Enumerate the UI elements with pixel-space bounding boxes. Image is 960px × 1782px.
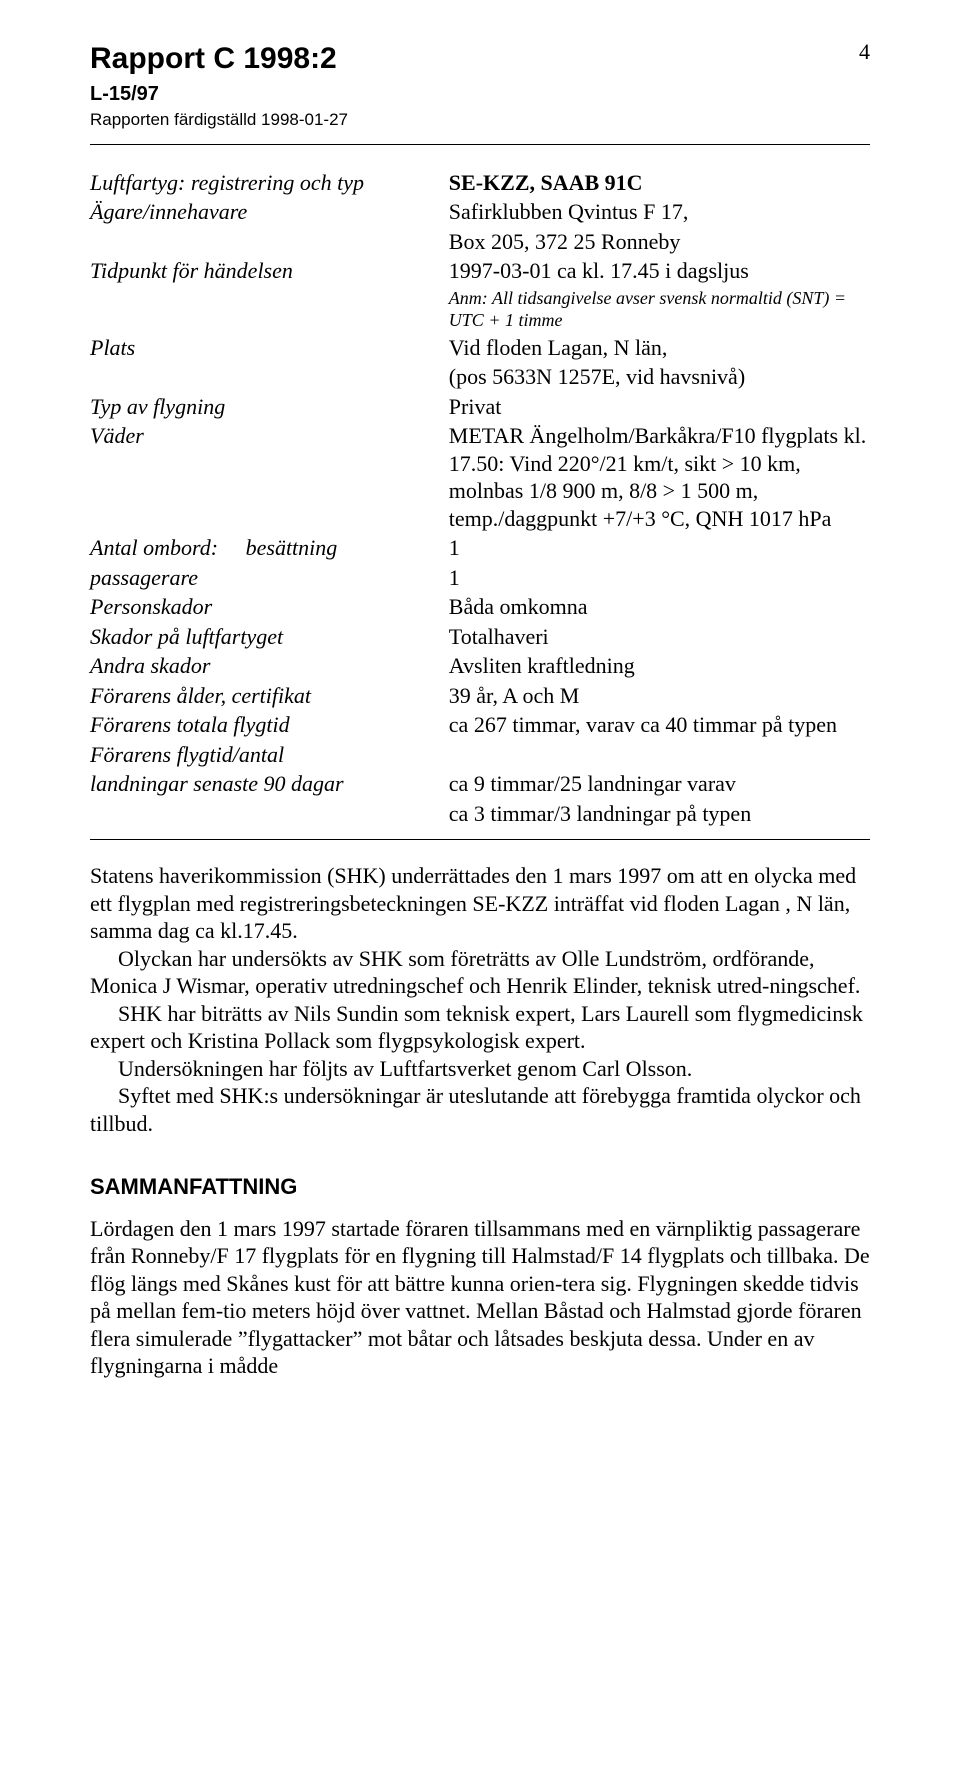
fact-label: Ägare/innehavare: [90, 198, 449, 228]
table-row: Tidpunkt för händelsen1997-03-01 ca kl. …: [90, 257, 870, 287]
document-page: 4 Rapport C 1998:2 L-15/97 Rapporten fär…: [0, 0, 960, 1782]
fact-label: Typ av flygning: [90, 393, 449, 423]
fact-value: 1997-03-01 ca kl. 17.45 i dagsljus: [449, 257, 870, 287]
narrative-block: Statens haverikommission (SHK) underrätt…: [90, 862, 870, 1137]
fact-sublabel: passagerare: [90, 564, 449, 594]
narrative-paragraph: Olyckan har undersökts av SHK som företr…: [90, 945, 870, 1000]
table-row: Antal ombord: besättning1: [90, 534, 870, 564]
divider: [90, 839, 870, 840]
table-row: Anm: All tidsangivelse avser svensk norm…: [90, 287, 870, 334]
fact-value: ca 9 timmar/25 landningar varav: [449, 770, 870, 800]
report-title: Rapport C 1998:2: [90, 40, 870, 78]
report-subcode: L-15/97: [90, 82, 870, 107]
fact-value: 39 år, A och M: [449, 682, 870, 712]
page-number: 4: [859, 38, 870, 66]
fact-label: Personskador: [90, 593, 449, 623]
table-row: Box 205, 372 25 Ronneby: [90, 228, 870, 258]
table-row: VäderMETAR Ängelholm/Barkåkra/F10 flygpl…: [90, 422, 870, 534]
table-row: landningar senaste 90 dagarca 9 timmar/2…: [90, 770, 870, 800]
fact-value: ca 267 timmar, varav ca 40 timmar på typ…: [449, 711, 870, 741]
fact-value: Totalhaveri: [449, 623, 870, 653]
summary-paragraph: Lördagen den 1 mars 1997 startade förare…: [90, 1215, 870, 1380]
fact-label: [90, 228, 449, 258]
table-row: PlatsVid floden Lagan, N län,: [90, 334, 870, 364]
fact-label: Väder: [90, 422, 449, 534]
table-row: passagerare1: [90, 564, 870, 594]
table-row: Förarens ålder, certifikat39 år, A och M: [90, 682, 870, 712]
fact-label: Förarens ålder, certifikat: [90, 682, 449, 712]
fact-label: [90, 800, 449, 830]
fact-label: Förarens totala flygtid: [90, 711, 449, 741]
facts-table: Luftfartyg: registrering och typSE-KZZ, …: [90, 169, 870, 830]
fact-value: METAR Ängelholm/Barkåkra/F10 flygplats k…: [449, 422, 870, 534]
fact-value: Avsliten kraftledning: [449, 652, 870, 682]
table-row: (pos 5633N 1257E, vid havsnivå): [90, 363, 870, 393]
fact-value: (pos 5633N 1257E, vid havsnivå): [449, 363, 870, 393]
fact-label: landningar senaste 90 dagar: [90, 770, 449, 800]
section-heading: SAMMANFATTNING: [90, 1173, 870, 1201]
fact-label: Andra skador: [90, 652, 449, 682]
fact-label: Tidpunkt för händelsen: [90, 257, 449, 287]
report-completed-date: Rapporten färdigställd 1998-01-27: [90, 109, 870, 130]
fact-value: 1: [449, 564, 870, 594]
fact-value: Vid floden Lagan, N län,: [449, 334, 870, 364]
table-row: Ägare/innehavareSafirklubben Qvintus F 1…: [90, 198, 870, 228]
narrative-paragraph: Statens haverikommission (SHK) underrätt…: [90, 862, 870, 945]
fact-value: Båda omkomna: [449, 593, 870, 623]
narrative-paragraph: Undersökningen har följts av Luftfartsve…: [90, 1055, 870, 1083]
fact-value: 1: [449, 534, 870, 564]
table-row: Skador på luftfartygetTotalhaveri: [90, 623, 870, 653]
table-row: ca 3 timmar/3 landningar på typen: [90, 800, 870, 830]
fact-label: Skador på luftfartyget: [90, 623, 449, 653]
table-row: Andra skadorAvsliten kraftledning: [90, 652, 870, 682]
divider: [90, 144, 870, 145]
fact-label: Förarens flygtid/antal: [90, 741, 449, 771]
table-row: Förarens flygtid/antal: [90, 741, 870, 771]
fact-label: [90, 363, 449, 393]
table-row: Luftfartyg: registrering och typSE-KZZ, …: [90, 169, 870, 199]
table-row: PersonskadorBåda omkomna: [90, 593, 870, 623]
narrative-paragraph: Syftet med SHK:s undersökningar är utesl…: [90, 1082, 870, 1137]
fact-label: [90, 287, 449, 334]
summary-block: Lördagen den 1 mars 1997 startade förare…: [90, 1215, 870, 1380]
fact-label: Luftfartyg: registrering och typ: [90, 169, 449, 199]
fact-value: [449, 741, 870, 771]
table-row: Typ av flygningPrivat: [90, 393, 870, 423]
fact-value: ca 3 timmar/3 landningar på typen: [449, 800, 870, 830]
fact-value: Box 205, 372 25 Ronneby: [449, 228, 870, 258]
table-row: Förarens totala flygtidca 267 timmar, va…: [90, 711, 870, 741]
fact-value: SE-KZZ, SAAB 91C: [449, 169, 870, 199]
fact-value: Safirklubben Qvintus F 17,: [449, 198, 870, 228]
fact-label: Antal ombord: besättning: [90, 534, 449, 564]
narrative-paragraph: SHK har biträtts av Nils Sundin som tekn…: [90, 1000, 870, 1055]
fact-value: Privat: [449, 393, 870, 423]
fact-note: Anm: All tidsangivelse avser svensk norm…: [449, 287, 870, 334]
fact-label: Plats: [90, 334, 449, 364]
